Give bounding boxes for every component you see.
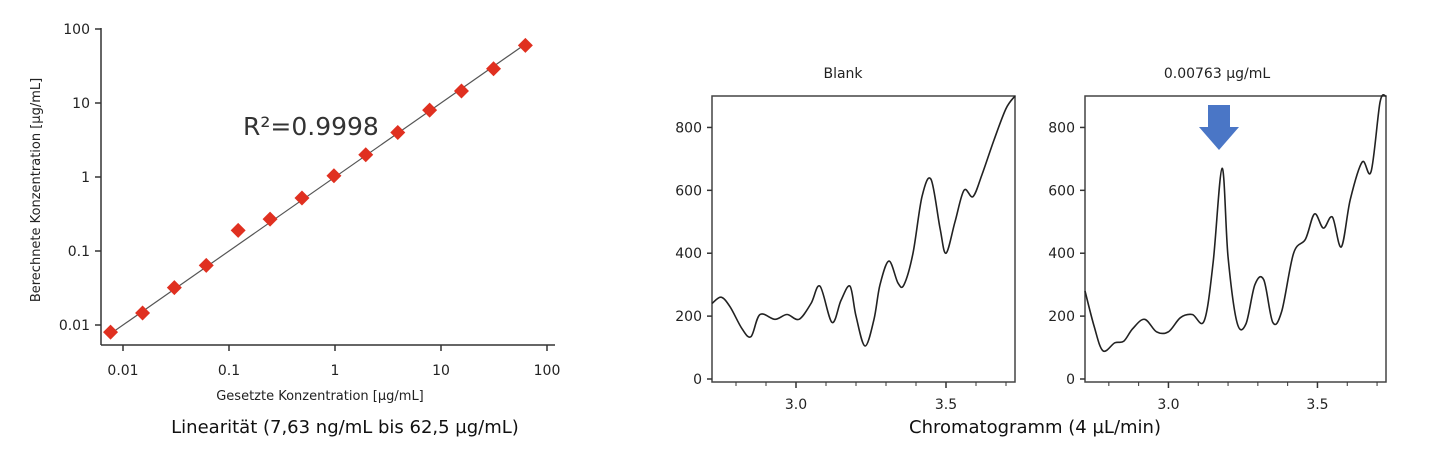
linearity-y-tick-label: 0.1 — [68, 244, 90, 260]
data-point — [103, 324, 119, 340]
linearity-chart: 0.01 0.1 1 10 100 0.01 0.1 1 10 100 R²=0.9998 Ge… — [29, 22, 560, 438]
linearity-x-axis-label: Gesetzte Konzentration [µg/mL] — [216, 389, 424, 404]
linearity-y-tick-label: 100 — [63, 22, 90, 38]
chromatogram-y-tick-label: 200 — [1048, 309, 1075, 325]
data-point — [422, 102, 438, 118]
chromatogram-y-tick-label: 400 — [675, 246, 702, 262]
data-point — [358, 147, 374, 163]
chromatogram-y-tick-label: 600 — [1048, 183, 1075, 199]
peak-arrow-icon — [1199, 105, 1239, 150]
linearity-caption: Linearität (7,63 ng/mL bis 62,5 µg/mL) — [171, 417, 519, 438]
data-point — [230, 222, 246, 238]
chromatogram-y-tick-label: 800 — [675, 120, 702, 136]
r2-annotation: R²=0.9998 — [243, 112, 379, 141]
blank-plot-frame — [711, 95, 1016, 383]
data-point — [390, 124, 406, 140]
linearity-x-tick-label: 100 — [534, 363, 561, 379]
chromatogram-blank: Blank 0 200 400 600 800 3.0 3.5 — [675, 66, 1016, 413]
linearity-x-tick-label: 0.1 — [218, 363, 240, 379]
linearity-y-axis-label: Berechnete Konzentration [µg/mL] — [29, 78, 44, 302]
chromatogram-y-tick-label: 800 — [1048, 120, 1075, 136]
linearity-x-tick-label: 1 — [331, 363, 340, 379]
chromatogram-y-tick-label: 200 — [675, 309, 702, 325]
chromatogram-caption: Chromatogramm (4 µL/min) — [909, 417, 1161, 438]
data-point — [517, 37, 533, 53]
data-point — [198, 257, 214, 273]
data-point — [326, 168, 342, 184]
chromatogram-sample: 0.00763 µg/mL 0 200 400 600 800 3.0 3.5 — [1048, 66, 1387, 413]
linearity-y-tick-label: 10 — [72, 96, 90, 112]
data-point — [262, 211, 278, 227]
chromatogram-y-tick-label: 400 — [1048, 246, 1075, 262]
data-point — [135, 305, 151, 321]
linearity-x-tick-label: 0.01 — [107, 363, 138, 379]
blank-title: Blank — [823, 66, 863, 82]
sample-title: 0.00763 µg/mL — [1164, 66, 1270, 82]
sample-plot-frame — [1084, 95, 1387, 383]
blank-trace — [711, 95, 1016, 347]
chromatogram-x-tick-label: 3.0 — [1157, 397, 1179, 413]
linearity-y-tick-label: 1 — [81, 170, 90, 186]
data-point — [453, 83, 469, 99]
data-point — [166, 280, 182, 296]
linearity-y-tick-label: 0.01 — [59, 318, 90, 334]
data-point — [294, 190, 310, 206]
chromatogram-y-tick-label: 0 — [693, 372, 702, 388]
chromatogram-x-tick-label: 3.5 — [1306, 397, 1328, 413]
data-point — [486, 61, 502, 77]
chromatogram-y-tick-label: 600 — [675, 183, 702, 199]
chromatogram-x-tick-label: 3.5 — [935, 397, 957, 413]
linearity-x-tick-label: 10 — [432, 363, 450, 379]
chromatogram-y-tick-label: 0 — [1066, 372, 1075, 388]
sample-trace — [1084, 94, 1387, 353]
chromatogram-x-tick-label: 3.0 — [785, 397, 807, 413]
